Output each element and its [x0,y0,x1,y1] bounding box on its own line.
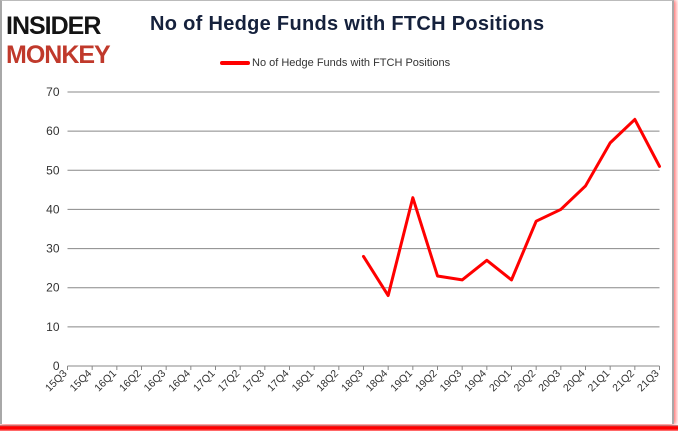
svg-text:20Q3: 20Q3 [536,368,563,395]
svg-text:70: 70 [46,85,60,99]
svg-text:40: 40 [46,202,60,216]
svg-text:30: 30 [46,242,60,256]
svg-text:17Q1: 17Q1 [191,368,218,395]
svg-text:16Q1: 16Q1 [92,368,119,395]
svg-text:19Q4: 19Q4 [462,368,489,395]
svg-text:60: 60 [46,124,60,138]
svg-text:20: 20 [46,281,60,295]
svg-text:18Q3: 18Q3 [339,368,366,395]
svg-text:15Q3: 15Q3 [43,368,70,395]
svg-text:20Q2: 20Q2 [512,368,539,395]
svg-text:19Q2: 19Q2 [413,368,440,395]
svg-text:18Q4: 18Q4 [364,368,391,395]
svg-text:19Q3: 19Q3 [438,368,465,395]
svg-text:16Q2: 16Q2 [117,368,144,395]
svg-text:16Q4: 16Q4 [166,368,193,395]
svg-text:21Q3: 21Q3 [635,368,662,395]
svg-text:21Q1: 21Q1 [586,368,613,395]
svg-text:15Q4: 15Q4 [68,368,95,395]
svg-text:18Q2: 18Q2 [314,368,341,395]
svg-text:17Q4: 17Q4 [265,368,292,395]
svg-text:17Q3: 17Q3 [240,368,267,395]
svg-text:18Q1: 18Q1 [290,368,317,395]
svg-text:20Q4: 20Q4 [561,368,588,395]
svg-text:20Q1: 20Q1 [487,368,514,395]
svg-text:16Q3: 16Q3 [142,368,169,395]
svg-text:17Q2: 17Q2 [216,368,243,395]
svg-text:21Q2: 21Q2 [610,368,637,395]
svg-text:50: 50 [46,163,60,177]
svg-text:10: 10 [46,320,60,334]
svg-text:19Q1: 19Q1 [388,368,415,395]
